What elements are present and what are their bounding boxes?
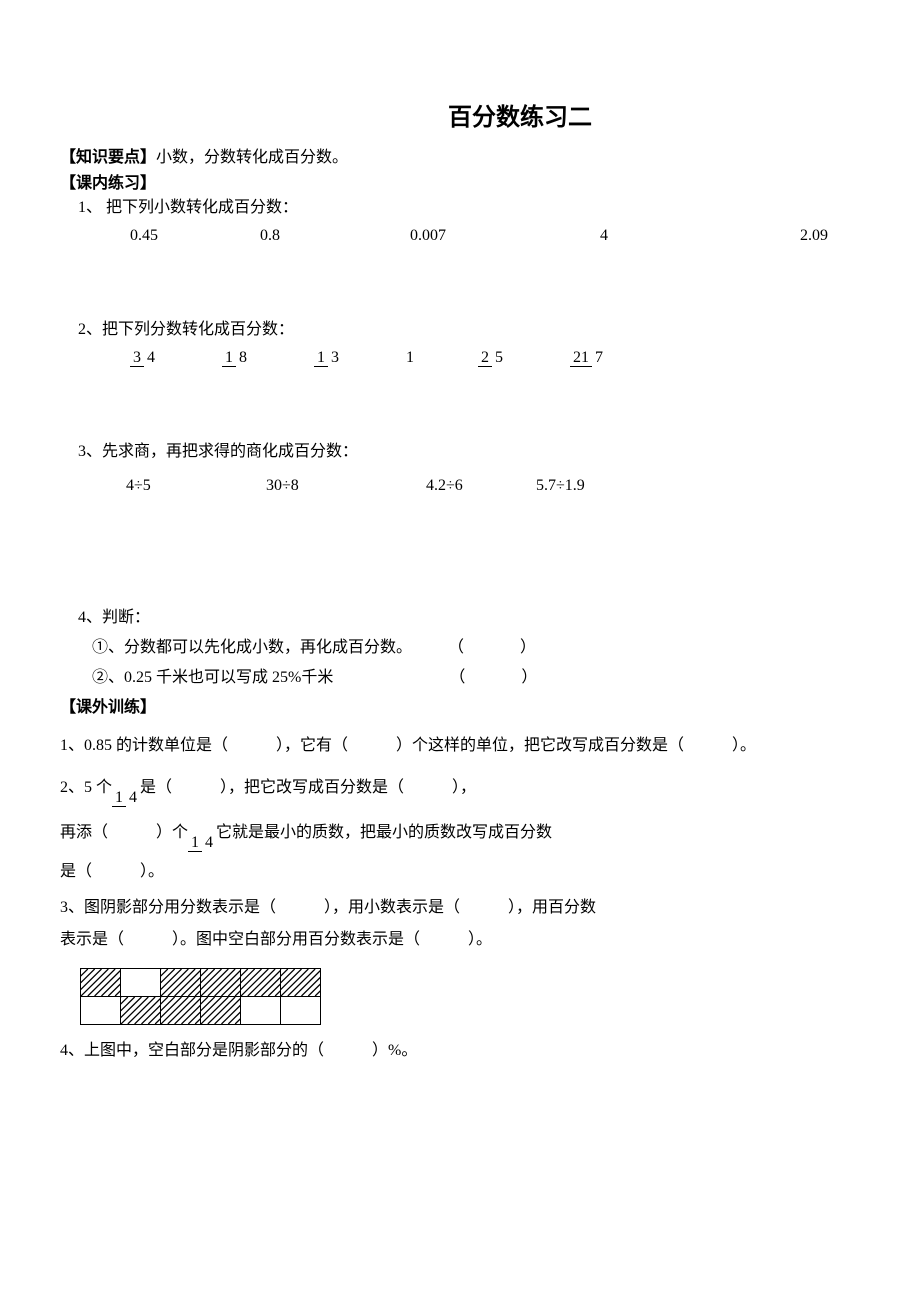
knowledge-label: 【知识要点】 xyxy=(60,149,156,166)
grid-cell xyxy=(121,968,161,996)
q2-values: 34 18 13 1 25 217 xyxy=(130,346,860,370)
q1-prompt: 1、 把下列小数转化成百分数： xyxy=(78,196,860,220)
q4-line1-text: ①、分数都可以先化成小数，再化成百分数。 xyxy=(92,639,412,656)
q2-mid: 1 xyxy=(406,346,414,370)
q1-v1: 0.45 xyxy=(130,224,260,248)
ext2c: 是（ ）。 xyxy=(60,856,860,888)
q2-f5: 217 xyxy=(570,350,606,367)
grid-cell xyxy=(201,996,241,1024)
q4-line2: ②、0.25 千米也可以写成 25%千米 （ ） xyxy=(92,666,860,690)
q1-v3: 0.007 xyxy=(410,224,600,248)
q4-line1: ①、分数都可以先化成小数，再化成百分数。 （ ） xyxy=(92,636,860,660)
q2-f2: 18 xyxy=(222,350,250,367)
ext2b-frac: 14 xyxy=(188,835,216,852)
figure-table xyxy=(80,968,321,1025)
grid-cell xyxy=(161,996,201,1024)
ext2a-tail: 是（ ），把它改写成百分数是（ ）， xyxy=(140,779,476,796)
knowledge-section: 【知识要点】小数，分数转化成百分数。 xyxy=(60,146,860,170)
ext2a-text: 2、5 个 xyxy=(60,779,112,796)
ext3b: 表示是（ ）。图中空白部分用百分数表示是（ ）。 xyxy=(60,924,860,956)
q2-f1: 34 xyxy=(130,350,158,367)
ext4: 4、上图中，空白部分是阴影部分的（ ）%。 xyxy=(60,1035,860,1067)
grid-figure xyxy=(80,968,860,1025)
ext3a: 3、图阴影部分用分数表示是（ ），用小数表示是（ ），用百分数 xyxy=(60,892,860,924)
q1-v4: 4 xyxy=(600,224,800,248)
grid-cell xyxy=(281,996,321,1024)
ext2b-tail: 它就是最小的质数，把最小的质数改写成百分数 xyxy=(216,824,552,841)
q4-line2-text: ②、0.25 千米也可以写成 25%千米 xyxy=(92,669,333,686)
page-title: 百分数练习二 xyxy=(180,100,860,136)
q3-v4: 5.7÷1.9 xyxy=(536,474,646,498)
grid-cell xyxy=(121,996,161,1024)
inclass-label: 【课内练习】 xyxy=(60,172,860,196)
q2-f3: 13 xyxy=(314,350,342,367)
q3-v3: 4.2÷6 xyxy=(426,474,536,498)
grid-cell xyxy=(81,968,121,996)
q2-prompt: 2、把下列分数转化成百分数： xyxy=(78,318,860,342)
q1-values: 0.45 0.8 0.007 4 2.09 xyxy=(130,224,860,248)
q4-blank1: （ ） xyxy=(448,639,538,656)
q1-v5: 2.09 xyxy=(800,224,860,248)
q3-prompt: 3、先求商，再把求得的商化成百分数： xyxy=(78,440,860,464)
q2-f4: 25 xyxy=(478,350,506,367)
ext2b: 再添（ ）个14它就是最小的质数，把最小的质数改写成百分数 xyxy=(60,817,860,852)
ext2a: 2、5 个14是（ ），把它改写成百分数是（ ）， xyxy=(60,772,860,807)
q4-blank2: （ ） xyxy=(449,669,539,686)
q3-values: 4÷5 30÷8 4.2÷6 5.7÷1.9 xyxy=(126,474,860,498)
grid-cell xyxy=(281,968,321,996)
q1-v2: 0.8 xyxy=(260,224,410,248)
grid-cell xyxy=(201,968,241,996)
grid-cell xyxy=(241,968,281,996)
ext2b-text: 再添（ ）个 xyxy=(60,824,188,841)
outclass-label: 【课外训练】 xyxy=(60,696,860,720)
grid-cell xyxy=(241,996,281,1024)
knowledge-text: 小数，分数转化成百分数。 xyxy=(156,149,348,166)
q3-v2: 30÷8 xyxy=(266,474,426,498)
ext2a-frac: 14 xyxy=(112,790,140,807)
grid-cell xyxy=(161,968,201,996)
q3-v1: 4÷5 xyxy=(126,474,266,498)
ext1: 1、0.85 的计数单位是（ ），它有（ ）个这样的单位，把它改写成百分数是（ … xyxy=(60,730,860,762)
grid-cell xyxy=(81,996,121,1024)
q4-prompt: 4、判断： xyxy=(78,606,860,630)
